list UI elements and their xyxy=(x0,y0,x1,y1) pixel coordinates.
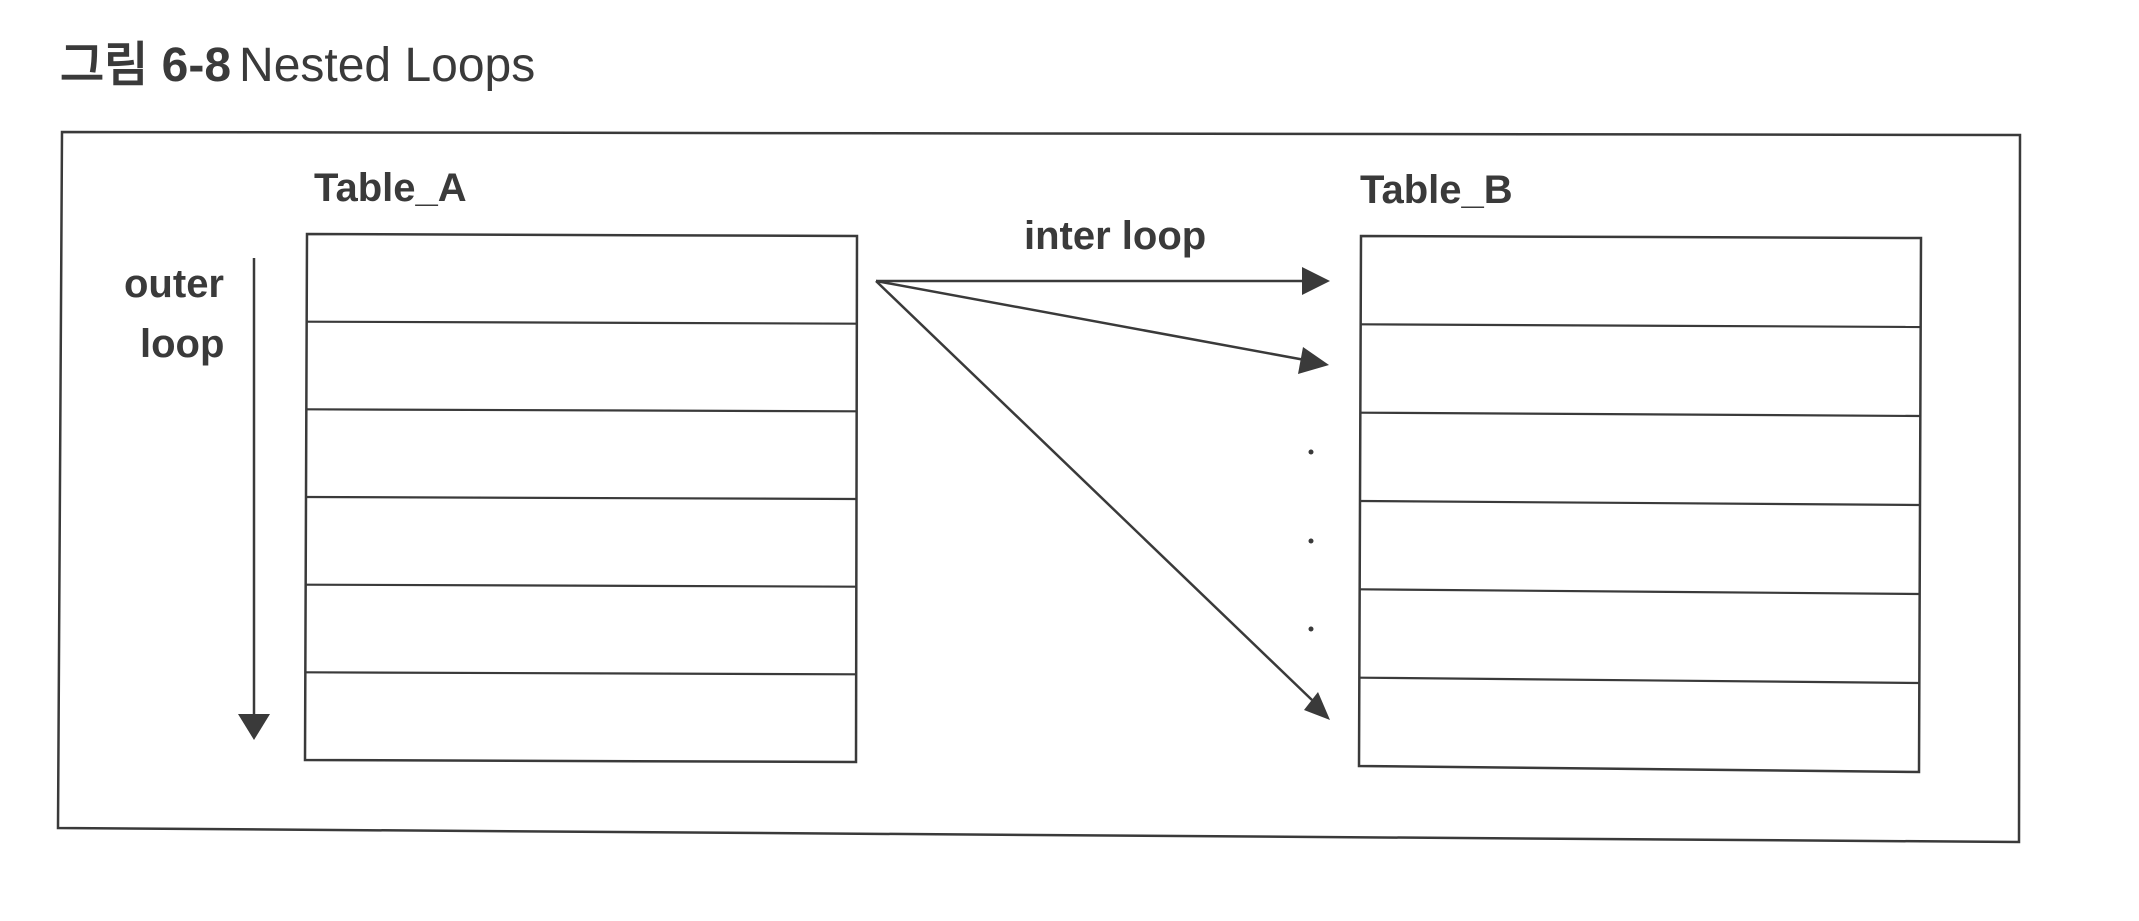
inner-loop-arrows xyxy=(875,267,1330,720)
diagram-frame xyxy=(56,130,2022,844)
ellipsis-dot xyxy=(1308,626,1314,632)
table-a-row-divider xyxy=(305,671,858,676)
outer-loop-arrow xyxy=(238,258,270,740)
table-b-row-divider xyxy=(1359,588,1921,596)
table-b-row-divider xyxy=(1359,676,1921,685)
outer-loop-arrowhead xyxy=(238,714,270,740)
table-b-row-divider xyxy=(1359,323,1921,329)
inner-loop-label: inter loop xyxy=(1024,214,1207,258)
inner-loop-arrowhead-1 xyxy=(1302,267,1330,295)
inner-loop-arrowhead-2 xyxy=(1298,347,1329,374)
inner-loop-arrowhead-3 xyxy=(1304,692,1330,720)
vertical-ellipsis xyxy=(1308,449,1314,632)
figure-title: Nested Loops xyxy=(239,39,536,92)
outer-loop-label-line-2: loop xyxy=(140,322,225,366)
table-b-row-divider xyxy=(1359,499,1921,507)
table-b xyxy=(1357,234,1923,774)
table-a-border xyxy=(303,232,859,764)
table-b-border xyxy=(1357,234,1923,774)
table-a-row-divider xyxy=(305,408,858,413)
inner-loop-arrow-3-shaft xyxy=(875,280,1313,701)
table-a-row-divider xyxy=(305,320,858,325)
table-a-row-divider xyxy=(305,495,858,501)
table-a xyxy=(303,232,859,764)
table-a-row-divider xyxy=(305,583,858,588)
figure-number: 그림 6-8 xyxy=(60,39,232,92)
ellipsis-dot xyxy=(1308,449,1314,455)
figure-caption: 그림 6-8 Nested Loops xyxy=(60,36,535,96)
ellipsis-dot xyxy=(1308,538,1314,544)
inner-loop-arrow-2-shaft xyxy=(875,279,1306,362)
outer-loop-label-line-1: outer xyxy=(124,262,224,306)
table-a-label: Table_A xyxy=(314,166,467,210)
table-b-row-divider xyxy=(1359,411,1921,418)
table-b-label: Table_B xyxy=(1360,168,1513,212)
